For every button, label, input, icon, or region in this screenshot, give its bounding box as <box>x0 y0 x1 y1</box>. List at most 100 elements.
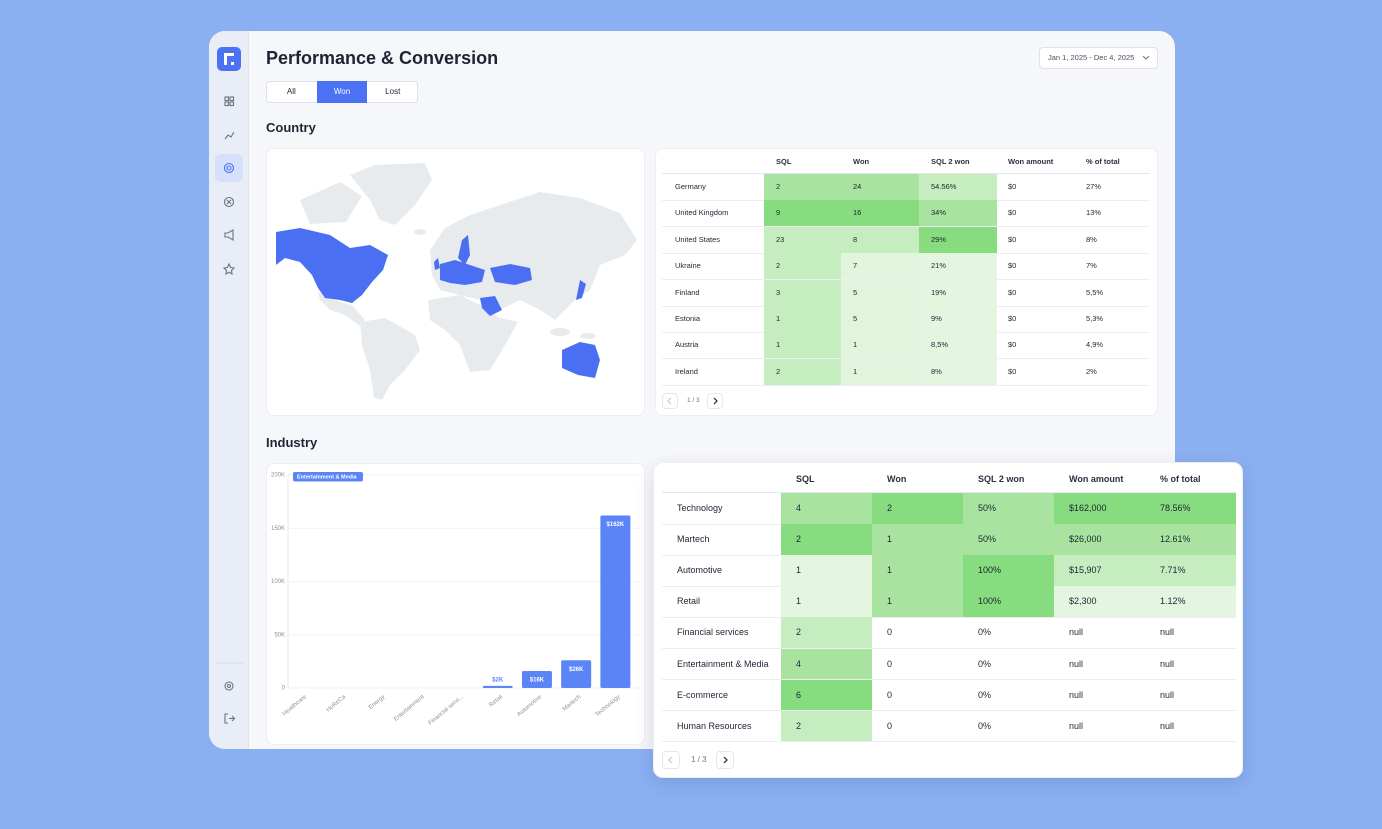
target-icon[interactable] <box>223 162 235 174</box>
heat-cell <box>781 586 872 618</box>
row-divider <box>662 616 1236 618</box>
region <box>440 260 485 285</box>
tooltip-bg <box>293 472 363 482</box>
close-icon[interactable] <box>223 196 235 208</box>
heat-cell <box>764 358 842 386</box>
heat-cell <box>963 586 1054 618</box>
cell: 0% <box>978 720 992 731</box>
region <box>434 258 440 270</box>
column-header: SQL 2 won <box>978 474 1025 484</box>
heat-cell <box>919 226 997 254</box>
cell: null <box>1160 658 1175 669</box>
heat-cell <box>764 200 842 227</box>
heat-cell <box>781 710 872 742</box>
column-header: Won amount <box>1008 157 1054 166</box>
region <box>550 328 570 336</box>
cell: 50% <box>978 503 997 513</box>
prev-page[interactable] <box>662 393 678 409</box>
date-chevron <box>1142 55 1150 60</box>
row-label: United States <box>675 234 721 244</box>
next-page[interactable] <box>716 751 734 769</box>
prev-page[interactable] <box>662 751 680 769</box>
chevron <box>668 756 673 764</box>
cell: 2 <box>796 534 802 545</box>
heat-cell <box>872 493 963 525</box>
cell: 2 <box>776 182 781 191</box>
cell: 8,5% <box>931 340 949 350</box>
bar <box>521 670 552 688</box>
row-label: Ireland <box>675 366 698 376</box>
active-nav-bg[interactable] <box>215 154 243 182</box>
x-tick-label: Retail <box>488 694 504 708</box>
heat-cell <box>963 493 1054 525</box>
cell: 5,5% <box>1086 287 1104 297</box>
heat-cell <box>764 279 842 306</box>
region <box>576 280 586 300</box>
region <box>490 264 532 285</box>
heat-cell <box>919 358 997 386</box>
value-label: $26K <box>569 667 584 673</box>
cell: 2 <box>887 503 893 513</box>
cell: 1 <box>853 366 858 376</box>
chevron <box>667 397 672 405</box>
settings-icon[interactable] <box>224 681 234 691</box>
heat-cell <box>963 555 1054 587</box>
row-label: E-commerce <box>677 689 729 700</box>
heat-cell <box>841 226 919 254</box>
heat-cell <box>1054 524 1145 556</box>
heat-cell <box>1054 586 1145 618</box>
column-header: Won <box>853 157 870 166</box>
cell: 1 <box>887 596 893 607</box>
cell: $0 <box>1008 208 1017 218</box>
heat-cell <box>872 555 963 587</box>
region <box>562 342 600 378</box>
megaphone-icon[interactable] <box>224 229 234 241</box>
cell: 29% <box>931 234 947 244</box>
cell: null <box>1160 627 1175 638</box>
cell: 21% <box>931 261 947 271</box>
cell: $15,907 <box>1069 565 1102 576</box>
cell: 4 <box>796 658 802 669</box>
logout-icon[interactable] <box>224 713 236 724</box>
row-label: Estonia <box>675 314 701 323</box>
cell: null <box>1069 658 1084 669</box>
world-map <box>276 163 637 400</box>
logo[interactable] <box>217 47 241 71</box>
cell: 24 <box>853 182 862 191</box>
column-header: SQL <box>776 157 792 166</box>
date-picker[interactable]: Jan 1, 2025 - Dec 4, 2025 <box>1039 47 1158 69</box>
heat-cell <box>781 555 872 587</box>
dashboard-icon[interactable] <box>224 96 235 107</box>
x-tick-label: Automotive <box>516 694 543 718</box>
chevron <box>713 397 718 405</box>
cell: 13% <box>1086 208 1102 218</box>
land <box>300 163 637 400</box>
tab[interactable]: All <box>286 87 296 96</box>
row-divider <box>662 384 1150 386</box>
cell: null <box>1069 720 1084 731</box>
star-icon[interactable] <box>222 262 236 276</box>
region <box>318 292 365 326</box>
cell: 2% <box>1086 366 1097 376</box>
page-indicator: 1 / 3 <box>687 397 700 404</box>
heat-cell <box>919 279 997 306</box>
row-label: Retail <box>677 596 701 607</box>
tab[interactable]: Lost <box>385 87 401 96</box>
region <box>458 235 470 265</box>
x-tick-label: Energy <box>368 694 386 711</box>
y-tick-label: 0 <box>282 686 286 692</box>
cell: 0 <box>887 627 893 638</box>
tab[interactable]: Won <box>316 81 368 103</box>
heat-cell <box>1054 493 1145 525</box>
cell: $2,300 <box>1069 596 1097 607</box>
row-divider <box>662 679 1236 681</box>
region <box>360 318 420 400</box>
cell: 23 <box>776 234 785 244</box>
chevron <box>723 756 728 764</box>
x-tick-label: HoReCa <box>326 694 348 714</box>
next-page[interactable] <box>707 393 723 409</box>
trend-icon[interactable] <box>224 131 235 140</box>
y-tick-label: 100K <box>271 579 285 585</box>
column-header: Won <box>887 474 907 484</box>
column-header: Won amount <box>1069 474 1124 484</box>
